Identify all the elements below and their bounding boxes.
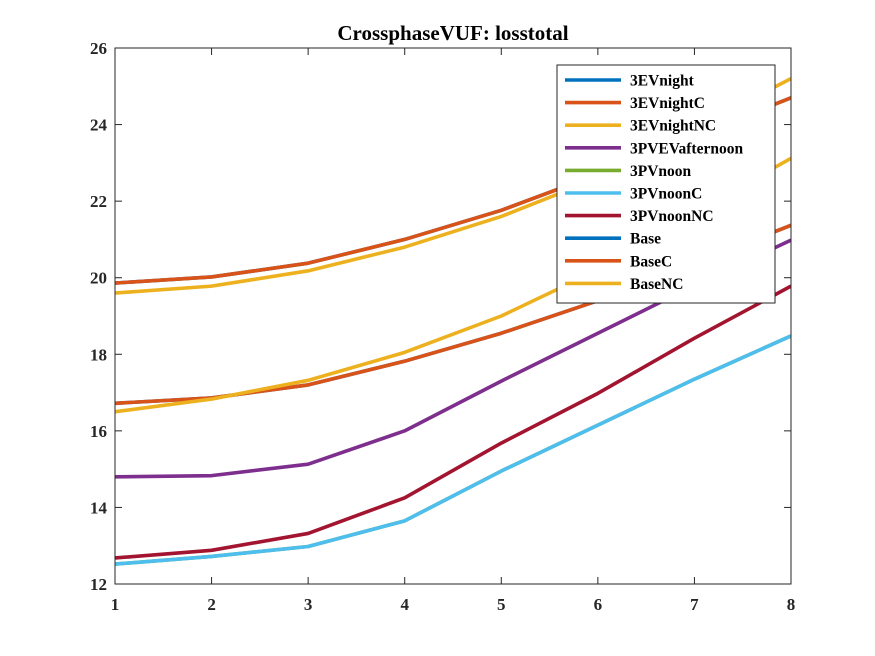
legend-label-3PVnoonC: 3PVnoonC [630,186,702,203]
legend-box [556,64,776,304]
axes-box [114,47,792,585]
x-tick-label: 2 [207,595,216,614]
legend-label-BaseC: BaseC [630,253,672,270]
x-tick-label: 5 [497,595,506,614]
legend-label-3PVnoon: 3PVnoon [630,163,692,180]
y-tick-label: 16 [90,422,107,441]
legend-label-3PVnoonNC: 3PVnoonNC [630,208,714,225]
series-line-3PVnoonNC [115,284,791,560]
x-tick-label: 4 [400,595,409,614]
legend-label-Base: Base [630,231,661,248]
x-tick-label: 6 [594,595,603,614]
legend-label-BaseNC: BaseNC [630,276,683,293]
series-line-3PVnoonC [115,334,791,566]
x-tick-label: 3 [304,595,313,614]
legend: 3EVnight 3EVnightC 3EVnightNC 3PVEVafternoo… [556,64,776,304]
legend-label-3EVnight: 3EVnight [630,73,695,90]
legend-label-3EVnightC: 3EVnightC [630,95,705,112]
x-tick-label: 1 [111,595,120,614]
y-tick-label: 26 [90,39,107,58]
legend-label-3EVnightNC: 3EVnightNC [630,118,716,135]
x-tick-label: 7 [690,595,699,614]
y-tick-label: 20 [90,269,107,288]
y-tick-label: 14 [90,498,108,517]
y-tick-label: 18 [90,345,107,364]
chart-title: CrossphaseVUF: losstotal [337,21,568,45]
y-tick-label: 22 [90,192,107,211]
legend-label-3PVEVafternoon: 3PVEVafternoon [630,140,743,157]
x-tick-label: 8 [787,595,796,614]
y-tick-label: 24 [90,116,108,135]
y-tick-label: 12 [90,575,107,594]
